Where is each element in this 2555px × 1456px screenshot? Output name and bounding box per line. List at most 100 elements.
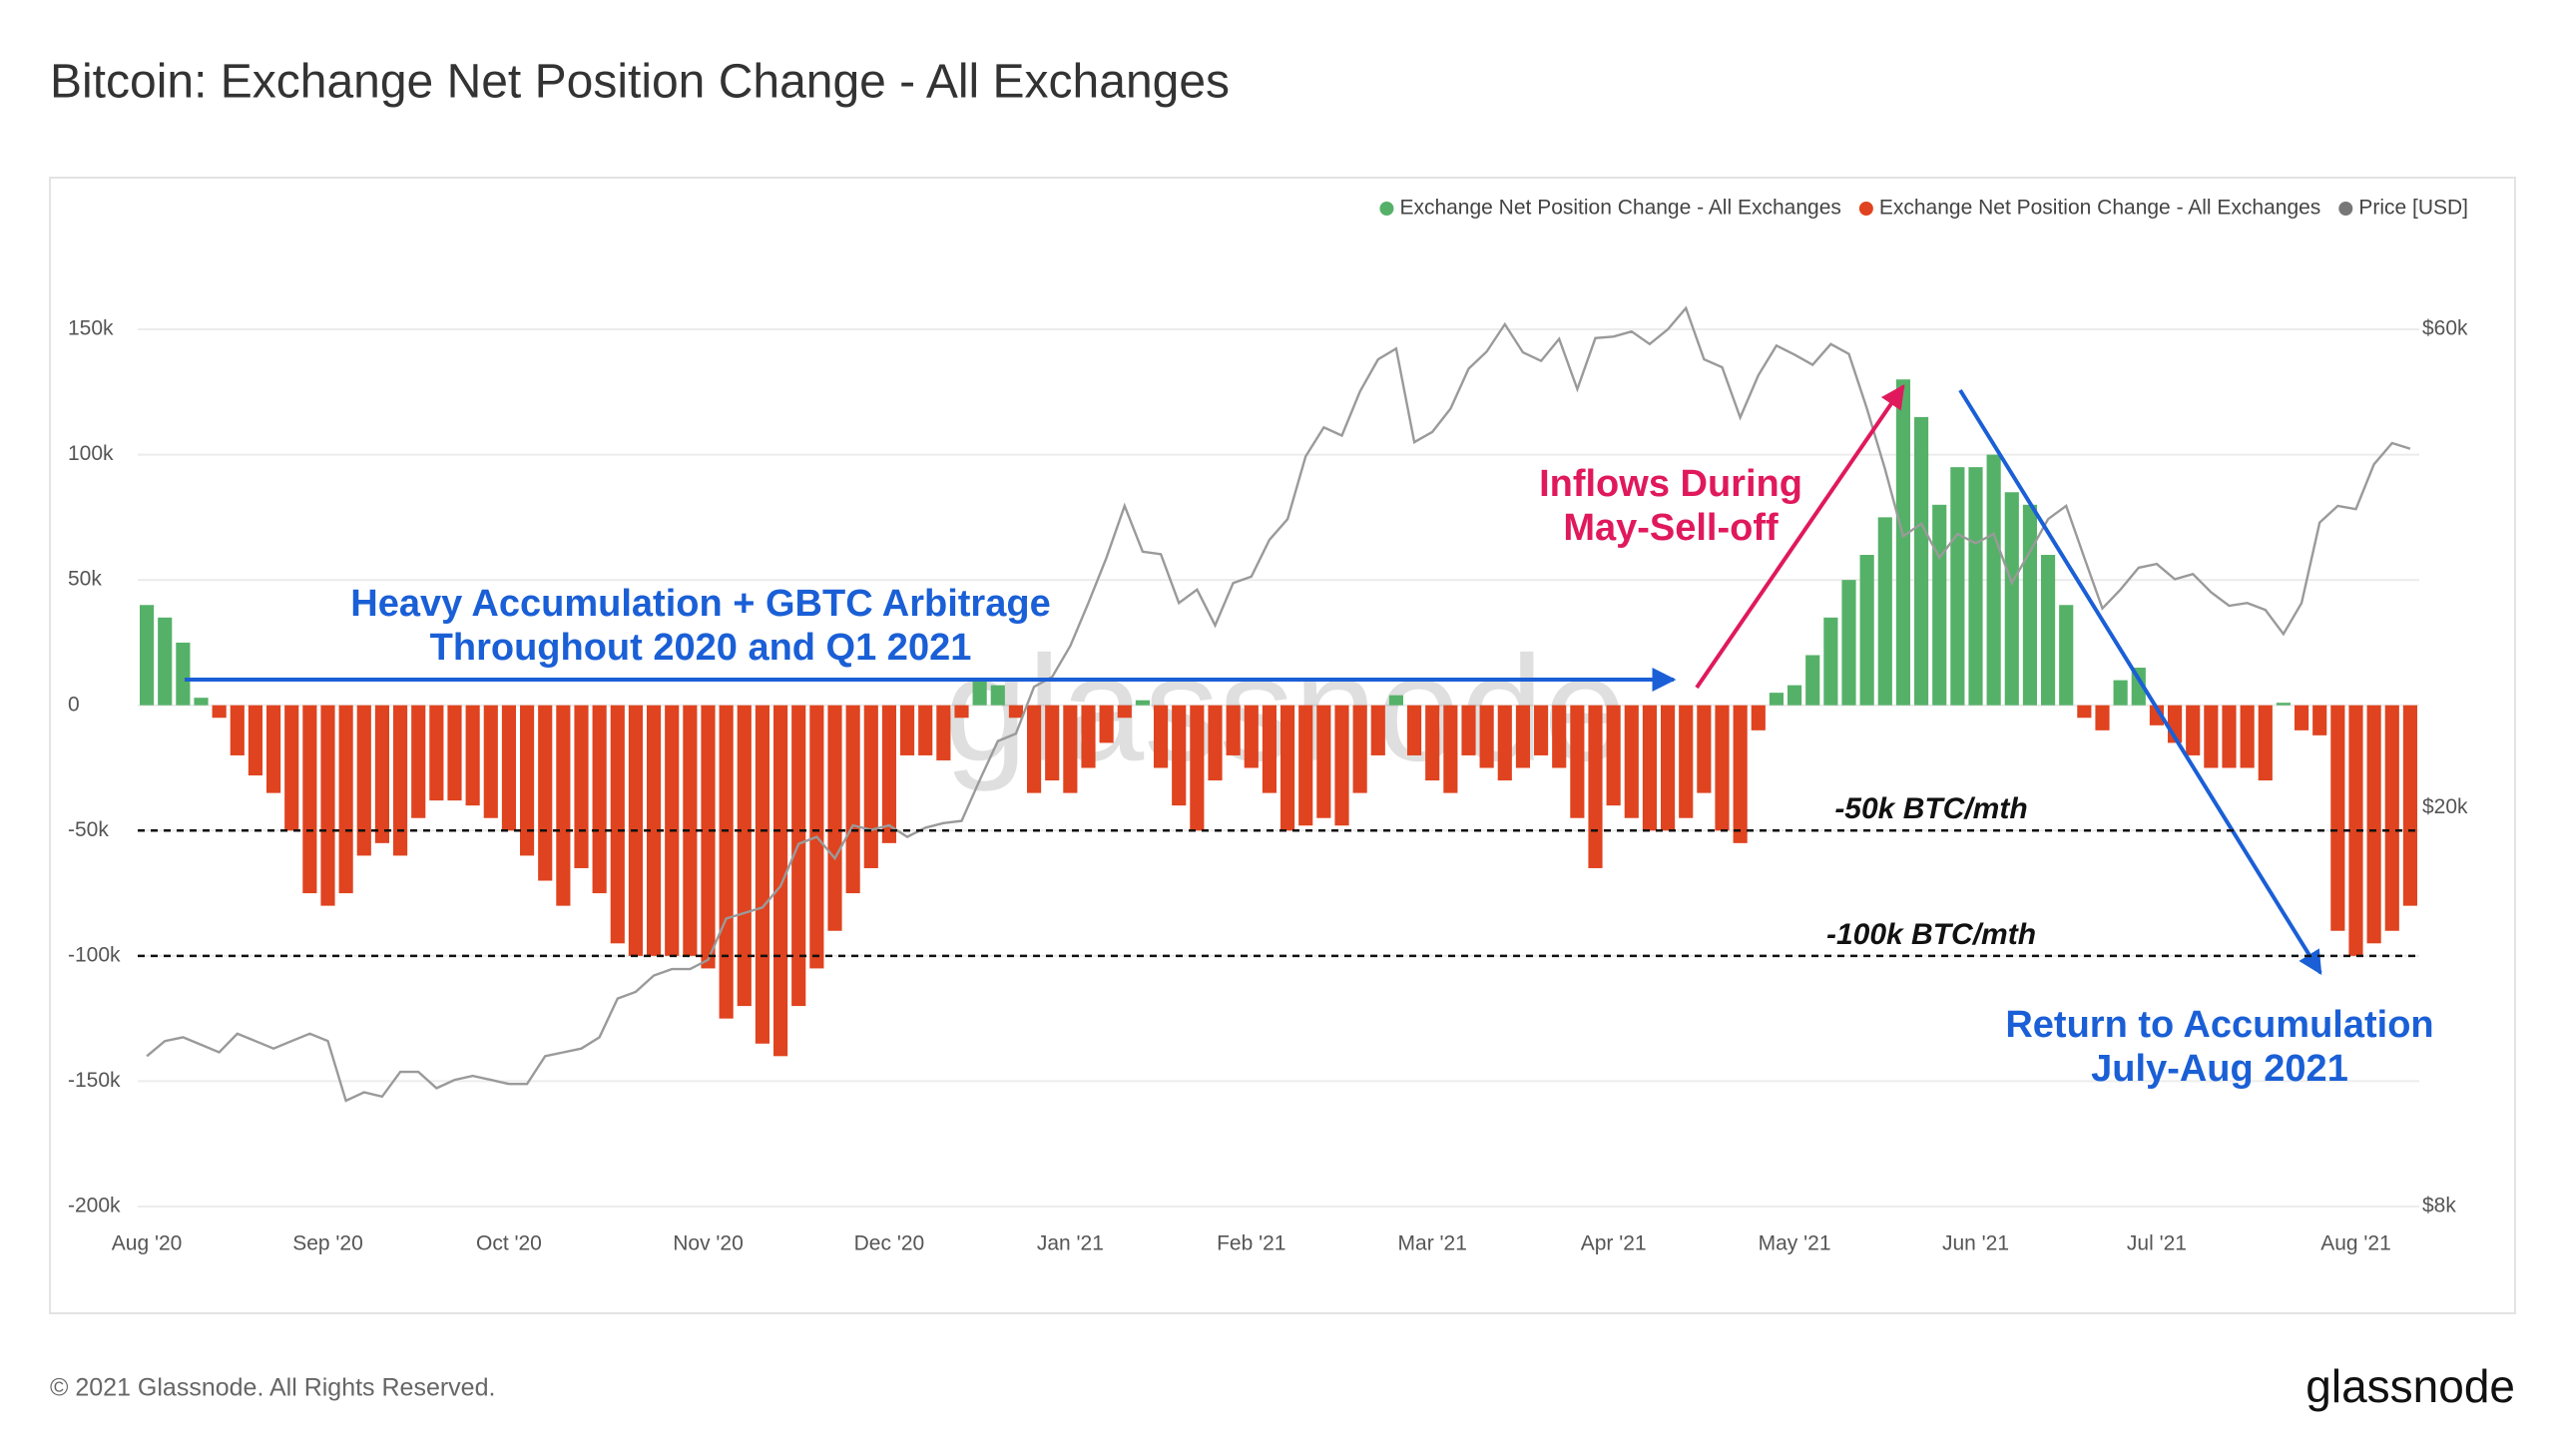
legend-marker: [1379, 202, 1394, 216]
bar: [1859, 555, 1874, 706]
bar: [1117, 705, 1132, 719]
y-tick-label: 0: [68, 693, 80, 716]
bar: [1552, 705, 1567, 768]
bar: [465, 705, 480, 806]
y-tick-label: -200k: [68, 1195, 121, 1217]
bar: [936, 705, 951, 760]
bar: [338, 705, 353, 894]
bar: [1877, 517, 1892, 706]
copyright: © 2021 Glassnode. All Rights Reserved.: [50, 1374, 495, 1402]
bar: [1968, 467, 1983, 706]
y2-tick-label: $60k: [2422, 317, 2468, 340]
x-tick-label: Jun '21: [1942, 1232, 2009, 1255]
x-tick-label: Sep '20: [292, 1232, 363, 1255]
bar: [158, 617, 173, 706]
bar: [1787, 685, 1802, 706]
logo: glassnode: [2305, 1360, 2515, 1412]
x-tick-label: Nov '20: [673, 1232, 744, 1255]
reference-label: -50k BTC/mth: [1834, 792, 2027, 825]
x-tick-label: Oct '20: [476, 1232, 542, 1255]
bar: [2186, 705, 2201, 755]
bar: [1262, 705, 1278, 793]
bar: [1533, 705, 1549, 755]
annotation: Throughout 2020 and Q1 2021: [430, 627, 972, 669]
bar: [1425, 705, 1440, 781]
y-tick-label: 100k: [68, 442, 114, 465]
reference-label: -100k BTC/mth: [1826, 918, 2036, 951]
bar: [556, 705, 571, 906]
x-tick-label: May '21: [1759, 1232, 1831, 1255]
bar: [954, 705, 969, 719]
bar: [501, 705, 517, 831]
bar: [899, 705, 915, 755]
bar: [1570, 705, 1585, 818]
bar: [2276, 703, 2292, 706]
bar: [483, 705, 498, 818]
bar: [2113, 680, 2128, 706]
plot: [139, 305, 2418, 1103]
bar: [265, 705, 281, 793]
bar: [429, 705, 444, 801]
bar: [538, 705, 553, 881]
bar: [701, 705, 716, 969]
bar: [1588, 705, 1603, 868]
bar: [1370, 705, 1385, 755]
bar: [1913, 416, 1929, 706]
bar: [683, 705, 698, 956]
bar: [1932, 504, 1947, 706]
bar: [1388, 695, 1404, 706]
bar: [1697, 705, 1712, 793]
bar: [194, 698, 209, 706]
bar: [374, 705, 390, 843]
bar: [1443, 705, 1458, 793]
bar: [2258, 705, 2273, 781]
bar: [139, 605, 155, 706]
bar: [881, 705, 897, 843]
x-tick-label: Apr '21: [1581, 1232, 1647, 1255]
bar: [918, 705, 933, 755]
bar: [827, 705, 842, 931]
bar: [1063, 705, 1078, 793]
bar: [646, 705, 662, 956]
bar: [1135, 700, 1151, 706]
bar: [2222, 705, 2237, 768]
arrow: [1695, 384, 1905, 690]
bar: [755, 705, 770, 1044]
bar: [1461, 705, 1476, 755]
bar: [863, 705, 878, 868]
bar: [1081, 705, 1096, 768]
bar: [772, 705, 788, 1057]
bar: [212, 705, 227, 719]
bar: [1099, 705, 1114, 743]
bar: [1406, 705, 1422, 755]
bar: [1190, 705, 1205, 831]
bar: [1841, 580, 1856, 706]
chart-title: Bitcoin: Exchange Net Position Change - …: [50, 56, 1230, 109]
bar: [1660, 705, 1676, 831]
bar: [1823, 617, 1838, 706]
bar: [356, 705, 371, 856]
bar: [972, 680, 987, 706]
annotation: Return to Accumulation: [2005, 1004, 2433, 1046]
bar: [2330, 705, 2345, 931]
bar: [1895, 379, 1911, 706]
x-tick-label: Jan '21: [1037, 1232, 1104, 1255]
bar: [2240, 705, 2255, 768]
bar: [2204, 705, 2219, 768]
bar: [2077, 705, 2092, 719]
bar: [1805, 655, 1820, 706]
bar: [248, 705, 263, 776]
bar: [1008, 705, 1024, 719]
bar: [2384, 705, 2399, 931]
x-tick-label: Dec '20: [854, 1232, 925, 1255]
legend-label: Exchange Net Position Change - All Excha…: [1399, 197, 1840, 220]
price-line: [146, 305, 2411, 1103]
annotation: Inflows During: [1539, 463, 1802, 505]
bar: [2131, 668, 2146, 706]
bar: [302, 705, 317, 894]
bar: [1751, 705, 1766, 730]
bar: [2059, 605, 2074, 706]
y-tick-label: 50k: [68, 568, 102, 591]
x-tick-label: Aug '21: [2320, 1232, 2391, 1255]
